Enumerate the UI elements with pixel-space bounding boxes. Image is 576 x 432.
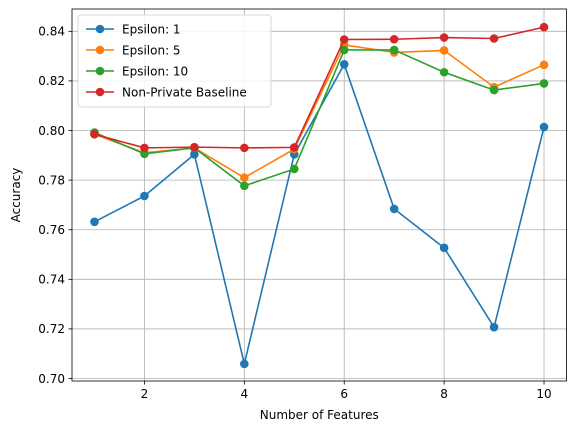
legend-item: Epsilon: 10 — [86, 65, 188, 79]
data-point — [539, 122, 549, 132]
data-point — [389, 45, 399, 55]
legend: Epsilon: 1 Epsilon: 5 Epsilon: 10 Non-Priva… — [77, 14, 272, 108]
legend-label: Epsilon: 5 — [122, 44, 181, 58]
series-lines — [90, 22, 549, 369]
axis-ticks: 2 4 6 8 10 0.70 0.72 0.74 0.76 0.78 0.80 0.82 0.84 — [38, 25, 551, 401]
legend-swatch-marker — [95, 24, 105, 34]
data-point — [489, 322, 499, 332]
data-point — [90, 129, 99, 139]
data-point — [539, 22, 549, 32]
data-point — [439, 243, 449, 253]
data-point — [339, 60, 349, 69]
y-tick-label: 0.76 — [38, 223, 65, 237]
data-point — [539, 60, 549, 70]
legend-label: Epsilon: 1 — [122, 23, 181, 37]
x-tick-label: 10 — [536, 387, 551, 401]
x-tick-label: 8 — [440, 387, 448, 401]
x-tick-label: 6 — [340, 387, 348, 401]
data-point — [339, 45, 349, 55]
plot-area-frame — [71, 8, 567, 382]
data-point — [489, 85, 499, 95]
data-point — [489, 34, 499, 43]
data-point — [90, 217, 99, 227]
data-point — [190, 150, 199, 159]
data-point — [389, 34, 399, 44]
legend-label: Epsilon: 10 — [122, 65, 188, 79]
y-axis-label: Accuracy — [9, 168, 23, 223]
data-point — [140, 191, 149, 201]
data-point — [389, 204, 399, 214]
x-axis-label: Number of Features — [260, 408, 379, 422]
data-point — [439, 46, 449, 55]
data-point — [289, 143, 299, 152]
legend-swatch-marker — [95, 66, 105, 76]
data-point — [439, 33, 449, 42]
data-point — [190, 142, 199, 152]
series-line — [94, 49, 545, 187]
legend-box — [77, 14, 272, 108]
data-point — [539, 79, 549, 88]
legend-swatch-marker — [95, 45, 105, 55]
x-tick-label: 2 — [141, 387, 149, 401]
data-point — [439, 67, 449, 77]
data-point — [140, 149, 149, 159]
y-tick-label: 0.74 — [38, 273, 65, 287]
legend-item: Epsilon: 5 — [86, 44, 181, 58]
y-tick-label: 0.72 — [38, 322, 65, 336]
x-tick-label: 4 — [241, 387, 249, 401]
data-point — [140, 143, 149, 153]
y-tick-label: 0.82 — [38, 74, 65, 88]
y-tick-label: 0.78 — [38, 173, 65, 187]
legend-label: Non-Private Baseline — [122, 86, 247, 100]
y-tick-label: 0.84 — [38, 25, 65, 39]
series-4 — [90, 22, 549, 153]
series-line — [94, 26, 545, 149]
data-point — [240, 173, 249, 182]
y-tick-label: 0.80 — [38, 124, 65, 138]
data-point — [240, 181, 249, 191]
legend-item: Non-Private Baseline — [86, 86, 247, 100]
data-point — [240, 143, 249, 153]
data-point — [240, 359, 249, 369]
y-tick-label: 0.70 — [38, 372, 65, 386]
legend-swatch-marker — [95, 87, 105, 97]
data-point — [289, 164, 299, 174]
legend-item: Epsilon: 1 — [86, 23, 181, 37]
data-point — [339, 35, 349, 44]
